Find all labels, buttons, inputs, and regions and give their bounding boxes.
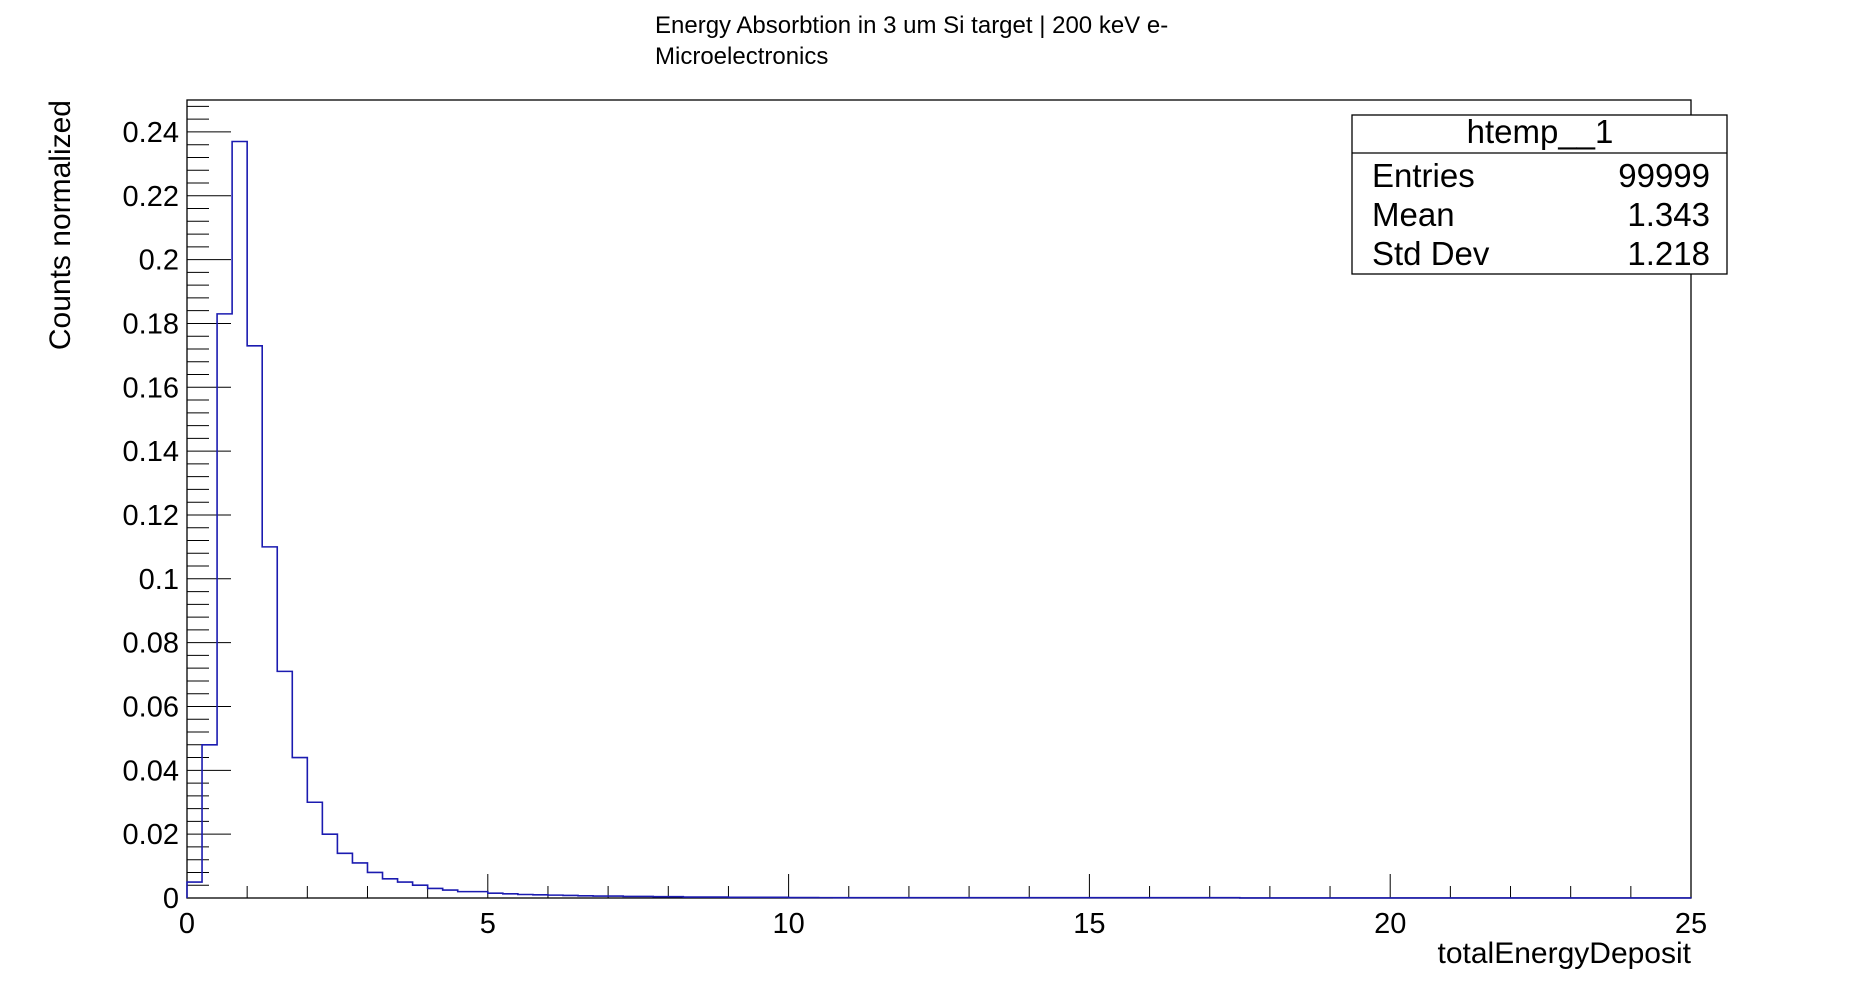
x-tick-label: 0 xyxy=(179,908,195,940)
stats-box-frame xyxy=(1351,114,1728,275)
y-tick-label: 0.24 xyxy=(123,117,179,149)
x-tick-label: 20 xyxy=(1374,908,1406,940)
stats-entries-label: Entries xyxy=(1372,157,1475,194)
stats-mean-label: Mean xyxy=(1372,196,1455,233)
y-tick-label: 0.22 xyxy=(123,181,179,213)
y-axis-title: Counts normalized xyxy=(44,100,77,350)
histogram-series-line xyxy=(186,140,1692,899)
y-tick-label: 0.2 xyxy=(139,245,179,277)
y-axis-tick-labels: 0 0.02 0.04 0.06 0.08 0.1 0.12 0.14 0.16 0.18 0.2 0… xyxy=(123,117,179,915)
x-tick-label: 5 xyxy=(480,908,496,940)
y-tick-label: 0.02 xyxy=(123,819,179,851)
stats-box-name: htemp__1 xyxy=(1467,113,1614,150)
x-tick-label: 15 xyxy=(1073,908,1105,940)
stats-stddev-value: 1.218 xyxy=(1627,235,1710,272)
chart-title-line-2: Microelectronics xyxy=(655,43,828,70)
y-tick-label: 0.06 xyxy=(123,691,179,723)
x-tick-label: 25 xyxy=(1675,908,1707,940)
x-axis-title: totalEnergyDeposit xyxy=(1438,937,1692,970)
y-tick-label: 0.12 xyxy=(123,500,179,532)
stats-mean-value: 1.343 xyxy=(1627,196,1710,233)
y-axis-ticks xyxy=(187,105,231,899)
y-tick-label: 0.04 xyxy=(123,755,179,787)
y-tick-label: 0 xyxy=(163,883,179,915)
y-tick-label: 0.1 xyxy=(139,564,179,596)
stats-box: htemp__1 Entries 99999 Mean 1.343 Std De… xyxy=(1351,113,1728,275)
stats-stddev-label: Std Dev xyxy=(1372,235,1490,272)
y-tick-label: 0.08 xyxy=(123,628,179,660)
x-tick-label: 10 xyxy=(772,908,804,940)
stats-entries-value: 99999 xyxy=(1618,157,1710,194)
y-tick-label: 0.16 xyxy=(123,372,179,404)
y-tick-label: 0.14 xyxy=(123,436,179,468)
chart-title-line-1: Energy Absorbtion in 3 um Si target | 20… xyxy=(655,12,1168,39)
x-axis-tick-labels: 0 5 10 15 20 25 xyxy=(179,908,1707,940)
y-tick-label: 0.18 xyxy=(123,308,179,340)
